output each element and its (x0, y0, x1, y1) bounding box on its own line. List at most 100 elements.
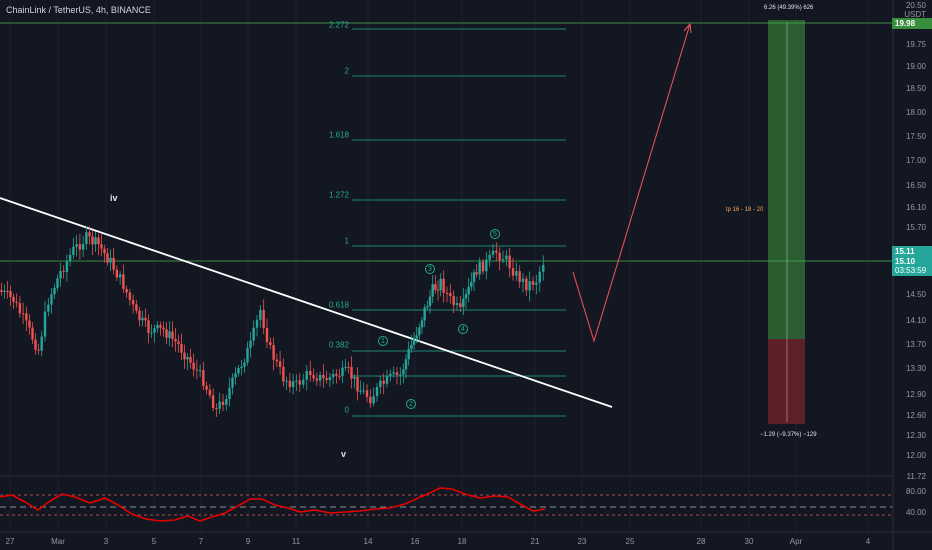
candle-body (265, 327, 269, 343)
date-label: 5 (151, 537, 157, 546)
date-label: 27 (5, 537, 15, 546)
candle-body (3, 290, 6, 292)
candle-body (165, 329, 168, 338)
candle-body (282, 366, 285, 382)
candle-body (305, 370, 308, 380)
candle-body (259, 309, 262, 320)
candle-body (455, 303, 459, 306)
candle-body (420, 320, 424, 328)
candle-body (122, 274, 125, 289)
candle-body (53, 287, 56, 295)
candle-body (436, 289, 440, 291)
price-label: 19.00 (905, 62, 926, 71)
target-price-badge: 19.98 (892, 18, 932, 29)
candle-body (6, 290, 9, 292)
date-label: 7 (198, 537, 204, 546)
candle-body (78, 244, 82, 250)
fib-label: 0 (344, 405, 349, 415)
candle-body (208, 389, 212, 396)
candle-body (0, 290, 3, 292)
wave-label-v[interactable]: v (341, 449, 347, 459)
candle-body (112, 257, 115, 270)
candle-body (462, 298, 465, 308)
wave-label-4[interactable]: 4 (458, 324, 468, 334)
candle-body (309, 370, 312, 376)
fib-label: 1.272 (328, 190, 349, 200)
currency-label: USDT (904, 10, 926, 19)
wave-label-iv[interactable]: iv (110, 193, 118, 203)
fibonacci-levels[interactable] (352, 28, 566, 417)
wave-label-2[interactable]: 2 (406, 399, 416, 409)
candle-body (278, 361, 282, 367)
candle-body (50, 294, 53, 305)
wave-label-1[interactable]: 1 (378, 336, 388, 346)
candle-body (231, 377, 234, 388)
candle-body (375, 386, 379, 397)
candle-body (315, 378, 319, 381)
price-label: 17.00 (905, 156, 926, 165)
candle-body (59, 270, 62, 279)
candle-body (147, 320, 150, 333)
price-label: 12.00 (905, 451, 926, 460)
candle-body (31, 327, 34, 340)
candle-body (240, 366, 243, 368)
price-label: 16.50 (905, 181, 926, 190)
candle-body (249, 340, 252, 348)
date-label: 21 (530, 537, 540, 546)
candle-body (288, 380, 292, 388)
candle-body (135, 304, 138, 311)
descending-trendline[interactable] (0, 197, 613, 408)
candle-body (442, 278, 445, 293)
price-label: 20.50 (905, 1, 926, 10)
candle-body (221, 401, 225, 405)
candle-body (243, 362, 246, 367)
candle-body (525, 278, 528, 291)
projection-path[interactable] (572, 23, 691, 343)
candle-body (56, 278, 59, 288)
candle-body (81, 243, 85, 250)
candle-body (97, 237, 100, 245)
loss-zone[interactable] (768, 339, 805, 424)
candle-body (395, 372, 399, 375)
oscillator-label: 40.00 (905, 508, 926, 517)
candle-body (291, 381, 295, 388)
candle-body (40, 336, 43, 351)
candle-body (359, 390, 362, 392)
candle-body (68, 254, 72, 261)
price-label: 13.70 (905, 340, 926, 349)
wave-label-5[interactable]: 5 (490, 229, 500, 239)
candle-body (128, 292, 132, 300)
take-profit-note[interactable]: tp 16 - 18 - 20 (726, 207, 764, 213)
upper-price-badge: 15.11 (892, 246, 932, 257)
candle-body (318, 374, 322, 381)
candle-body (246, 347, 249, 363)
profit-zone[interactable] (768, 20, 805, 339)
candle-body (505, 255, 508, 260)
candle-body (379, 380, 382, 387)
candle-body (369, 396, 372, 404)
candle-body (423, 307, 426, 321)
candle-body (338, 375, 341, 377)
candle-body (488, 254, 491, 260)
candle-body (312, 375, 315, 379)
candle-body (174, 338, 177, 342)
price-label: 18.00 (905, 108, 926, 117)
wave-label-3[interactable]: 3 (425, 264, 435, 274)
date-label: 4 (865, 537, 871, 546)
loss-stats: −1.29 (−9.37%) −129 (760, 432, 817, 438)
candle-body (72, 246, 75, 255)
candle-body (18, 303, 22, 314)
price-label: 18.50 (905, 84, 926, 93)
candle-body (171, 331, 174, 339)
chart-title: ChainLink / TetherUS, 4h, BINANCE (6, 5, 151, 15)
candle-body (538, 271, 541, 283)
fib-label: 1.618 (328, 130, 349, 140)
date-label: 11 (291, 537, 301, 546)
price-label: 12.90 (905, 390, 926, 399)
candle-body (218, 401, 221, 409)
candle-body (156, 324, 159, 329)
candle-body (103, 248, 106, 254)
candle-body (141, 317, 144, 321)
price-label: 14.50 (905, 290, 926, 299)
